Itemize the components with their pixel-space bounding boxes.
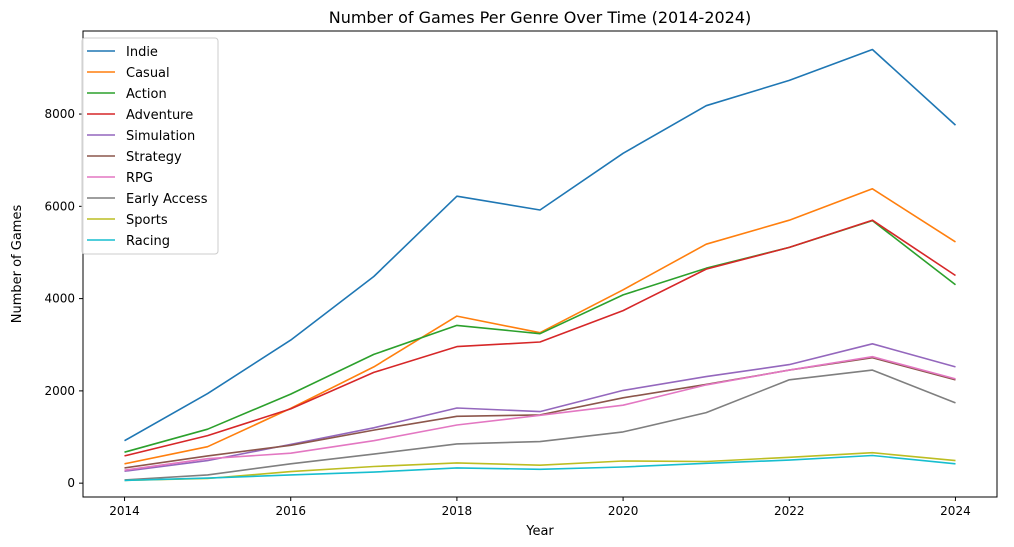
x-tick-label: 2014 xyxy=(109,504,140,518)
series-line-indie xyxy=(124,48,957,442)
legend-label-adventure: Adventure xyxy=(126,108,193,123)
legend-label-racing: Racing xyxy=(126,234,170,249)
series-layer xyxy=(124,48,957,482)
series-line-sports xyxy=(124,451,956,482)
x-axis: 2014 2016 2018 2020 2022 2024 xyxy=(109,497,971,518)
series-line-simulation xyxy=(124,342,956,472)
series-line-early-access xyxy=(124,369,956,481)
legend-label-early-access: Early Access xyxy=(126,192,208,207)
legend-label-casual: Casual xyxy=(126,66,170,81)
y-axis-title: Number of Games xyxy=(10,205,25,324)
series-line-action xyxy=(124,219,956,453)
legend-label-action: Action xyxy=(126,87,167,102)
y-tick-label: 0 xyxy=(67,476,75,490)
legend-box xyxy=(81,37,219,255)
series-line-rpg xyxy=(124,355,956,471)
y-tick-label: 4000 xyxy=(44,292,75,306)
chart-title: Number of Games Per Genre Over Time (201… xyxy=(329,8,752,27)
x-tick-label: 2020 xyxy=(608,504,639,518)
x-tick-label: 2016 xyxy=(275,504,306,518)
y-tick-label: 8000 xyxy=(44,107,75,121)
y-tick-label: 2000 xyxy=(44,384,75,398)
legend-label-rpg: RPG xyxy=(126,171,153,186)
x-axis-title: Year xyxy=(525,524,554,539)
plot-border xyxy=(82,30,998,498)
x-tick-label: 2024 xyxy=(940,504,971,518)
y-tick-label: 6000 xyxy=(44,199,75,213)
legend-label-sports: Sports xyxy=(126,213,168,228)
plot-area xyxy=(82,30,998,498)
series-line-casual xyxy=(124,188,956,465)
legend-label-strategy: Strategy xyxy=(126,150,182,165)
legend-label-indie: Indie xyxy=(126,45,158,60)
series-line-racing xyxy=(124,454,956,482)
x-tick-label: 2018 xyxy=(442,504,473,518)
x-tick-label: 2022 xyxy=(774,504,805,518)
legend-label-simulation: Simulation xyxy=(126,129,195,144)
series-line-adventure xyxy=(124,219,956,457)
legend: Indie Casual Action Adventure Simulation Stra… xyxy=(81,37,219,255)
y-axis: 0 2000 4000 6000 8000 xyxy=(44,107,83,490)
